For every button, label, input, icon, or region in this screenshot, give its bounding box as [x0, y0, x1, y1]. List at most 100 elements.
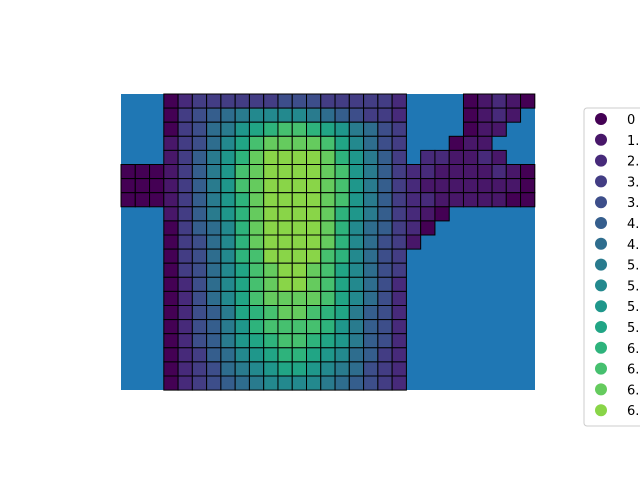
heatmap-cell [363, 220, 379, 236]
heatmap-cell [391, 319, 407, 335]
legend-item: 2. [595, 154, 639, 170]
heatmap-cell [191, 178, 208, 194]
legend-item: 1. [595, 133, 639, 149]
legend-item: 5. [595, 258, 639, 274]
heatmap-cell [420, 149, 436, 165]
heatmap-cell [477, 192, 493, 208]
heatmap-cell [234, 93, 250, 109]
heatmap-cell [405, 192, 422, 208]
heatmap-cell [377, 290, 393, 306]
heatmap-cell [163, 220, 179, 236]
heatmap-cells [120, 93, 536, 391]
heatmap-cell [234, 135, 250, 151]
heatmap-cell [363, 248, 379, 264]
heatmap-cell [363, 305, 379, 321]
heatmap-cell [391, 347, 407, 363]
heatmap-cell [234, 305, 250, 321]
heatmap-cell [320, 234, 336, 250]
heatmap-cell [462, 192, 479, 208]
heatmap-cell [206, 121, 222, 137]
heatmap-cell [206, 93, 222, 109]
heatmap-cell [505, 164, 522, 180]
heatmap-cell [177, 347, 193, 363]
heatmap-cell [348, 290, 365, 306]
heatmap-cell [334, 248, 350, 264]
heatmap-cell [191, 220, 208, 236]
heatmap-cell [263, 361, 279, 377]
heatmap-cell [234, 206, 250, 222]
heatmap-cell [320, 375, 336, 391]
heatmap-cell [377, 319, 393, 335]
heatmap-cell [120, 178, 136, 194]
heatmap-cell [177, 333, 193, 349]
heatmap-cell [177, 93, 193, 109]
heatmap-cell [391, 149, 407, 165]
heatmap-cell [391, 135, 407, 151]
heatmap-cell [363, 192, 379, 208]
heatmap-cell [491, 121, 507, 137]
legend-item: 5. [595, 279, 639, 294]
heatmap-cell [177, 361, 193, 377]
heatmap-cell [363, 121, 379, 137]
heatmap-cell [291, 305, 308, 321]
heatmap-cell [306, 333, 322, 349]
heatmap-cell [220, 220, 236, 236]
heatmap-cell [291, 347, 308, 363]
heatmap-cell [348, 107, 365, 123]
heatmap-cell [348, 192, 365, 208]
heatmap-cell [434, 164, 450, 180]
heatmap-cell [363, 234, 379, 250]
heatmap-cell [177, 276, 193, 292]
heatmap-cell [234, 347, 250, 363]
heatmap-cell [163, 192, 179, 208]
heatmap-cell [291, 107, 308, 123]
heatmap-cell [191, 276, 208, 292]
heatmap-cell [320, 149, 336, 165]
heatmap-cell [291, 192, 308, 208]
heatmap-cell [149, 192, 165, 208]
heatmap-cell [234, 149, 250, 165]
heatmap-cell [405, 164, 422, 180]
heatmap-cell [320, 93, 336, 109]
heatmap-cell [377, 305, 393, 321]
heatmap-cell [491, 192, 507, 208]
heatmap-cell [220, 178, 236, 194]
heatmap-cell [420, 178, 436, 194]
heatmap-cell [220, 290, 236, 306]
heatmap-cell [234, 121, 250, 137]
heatmap-cell [206, 192, 222, 208]
heatmap-cell [377, 375, 393, 391]
heatmap-cell [391, 248, 407, 264]
heatmap-cell [320, 135, 336, 151]
heatmap-cell [363, 135, 379, 151]
heatmap-cell [220, 262, 236, 278]
heatmap-cell [248, 375, 265, 391]
heatmap-cell [191, 135, 208, 151]
heatmap-cell [191, 305, 208, 321]
heatmap-cell [363, 206, 379, 222]
heatmap-cell [334, 276, 350, 292]
heatmap-cell [177, 220, 193, 236]
legend-label: 6. [627, 363, 639, 378]
legend-label: 1. [627, 134, 639, 149]
heatmap-cell [320, 164, 336, 180]
heatmap-cell [448, 164, 464, 180]
heatmap-cell [206, 220, 222, 236]
heatmap-cell [291, 164, 308, 180]
heatmap-cell [462, 164, 479, 180]
legend-label: 5. [627, 279, 639, 294]
heatmap-cell [177, 234, 193, 250]
heatmap-cell [263, 220, 279, 236]
heatmap-cell [291, 149, 308, 165]
heatmap-cell [191, 206, 208, 222]
heatmap-cell [248, 234, 265, 250]
heatmap-cell [291, 290, 308, 306]
heatmap-cell [277, 149, 293, 165]
heatmap-cell [320, 361, 336, 377]
legend-marker [595, 133, 607, 146]
heatmap-cell [163, 135, 179, 151]
heatmap-cell [163, 361, 179, 377]
heatmap-cell [306, 319, 322, 335]
heatmap-cell [234, 178, 250, 194]
